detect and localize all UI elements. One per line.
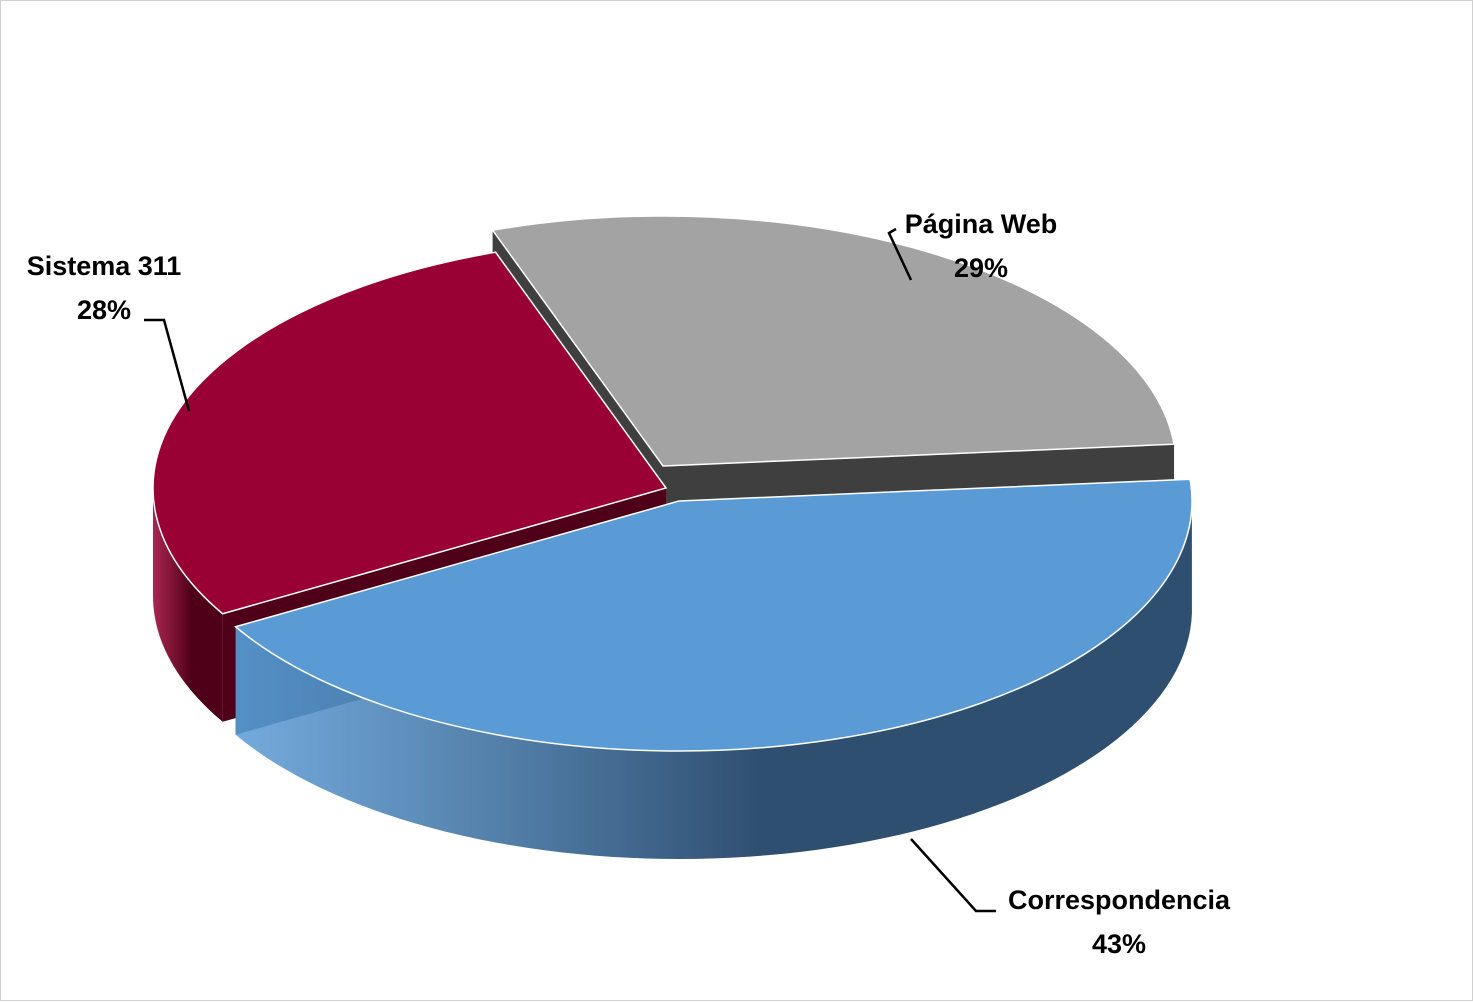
slice-top	[152, 251, 668, 615]
slice-label-name: Correspondencia	[1008, 885, 1231, 915]
slice-label-percent: 29%	[954, 253, 1008, 283]
slice-label-name: Página Web	[905, 209, 1058, 239]
slice-label-percent: 28%	[77, 295, 131, 325]
leader-line	[144, 318, 191, 412]
slice-wall	[235, 496, 1192, 859]
leader-line	[887, 227, 913, 281]
pie-slice-2	[234, 478, 1193, 859]
slice-top	[491, 215, 1175, 467]
slice-label-percent: 43%	[1092, 929, 1146, 959]
slice-top	[234, 478, 1193, 752]
slice-wall	[153, 487, 223, 722]
leader-line	[910, 838, 996, 913]
slice-label-name: Sistema 311	[27, 251, 182, 281]
